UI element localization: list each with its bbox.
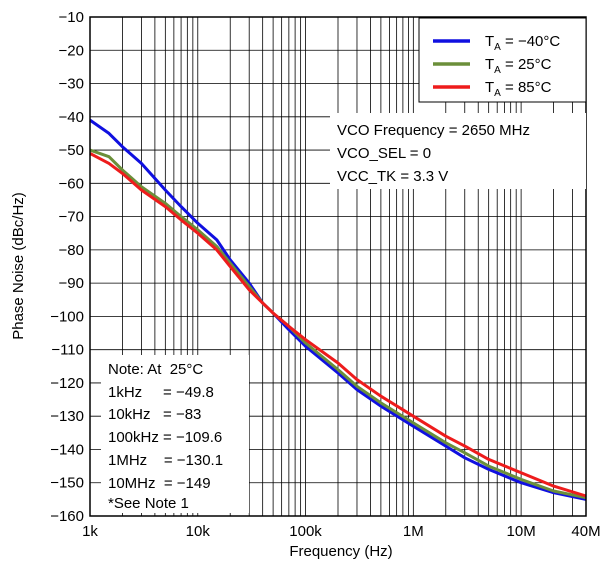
vco-settings-background [330, 113, 586, 189]
x-tick-label: 1M [403, 523, 424, 540]
note-line: 10MHz = −149 [108, 475, 211, 492]
note-line: 1MHz = −130.1 [108, 452, 223, 469]
note-line: 100kHz = −109.6 [108, 429, 222, 446]
note-line: 1kHz = −49.8 [108, 384, 214, 401]
y-tick-label: −120 [50, 375, 84, 392]
x-tick-label: 10k [186, 523, 211, 540]
x-tick-label: 10M [507, 523, 536, 540]
note-box: Note: At 25°C 1kHz = −49.8 10kHz = −83 1… [101, 355, 249, 513]
y-tick-label: −140 [50, 441, 84, 458]
y-tick-labels: −10 −20 −30 −40 −50 −60 −70 −80 −90 −100 −110 −120 −… [50, 9, 84, 525]
x-tick-labels: 1k 10k 100k 1M 10M 40M [82, 523, 601, 540]
y-tick-label: −90 [59, 275, 84, 292]
y-tick-label: −10 [59, 9, 84, 26]
plot-frame [89, 16, 587, 517]
vco-sel-text: VCO_SEL = 0 [337, 145, 431, 162]
legend-label: TA = −40°C [485, 33, 560, 53]
y-tick-label: −160 [50, 508, 84, 525]
vcc-tk-text: VCC_TK = 3.3 V [337, 168, 448, 185]
y-tick-label: −50 [59, 142, 84, 159]
x-tick-label: 100k [289, 523, 322, 540]
series-line-2 [89, 152, 587, 498]
x-tick-label: 40M [571, 523, 600, 540]
y-axis-label: Phase Noise (dBc/Hz) [10, 192, 27, 340]
vco-frequency-text: VCO Frequency = 2650 MHz [337, 122, 530, 139]
note-background [101, 355, 249, 513]
y-tick-label: −70 [59, 209, 84, 226]
y-tick-label: −150 [50, 475, 84, 492]
y-tick-label: −110 [51, 342, 84, 359]
y-tick-label: −100 [50, 308, 84, 325]
series-layer [89, 118, 587, 501]
y-tick-label: −60 [59, 175, 84, 192]
vco-settings-box: VCO Frequency = 2650 MHz VCO_SEL = 0 VCC… [330, 113, 586, 189]
grid [89, 16, 587, 517]
y-tick-label: −80 [59, 242, 84, 259]
legend-label: TA = 25°C [485, 56, 552, 76]
note-line: 10kHz = −83 [108, 406, 201, 423]
y-tick-label: −130 [50, 408, 84, 425]
note-line: *See Note 1 [108, 495, 189, 512]
x-tick-label: 1k [82, 523, 98, 540]
x-axis-label: Frequency (Hz) [289, 543, 392, 560]
y-tick-label: −20 [59, 42, 84, 59]
y-tick-label: −30 [59, 76, 84, 93]
note-line: Note: At 25°C [108, 361, 203, 378]
legend-label: TA = 85°C [485, 79, 552, 99]
legend: TA = −40°C TA = 25°C TA = 85°C [418, 17, 587, 103]
y-tick-label: −40 [59, 109, 84, 126]
